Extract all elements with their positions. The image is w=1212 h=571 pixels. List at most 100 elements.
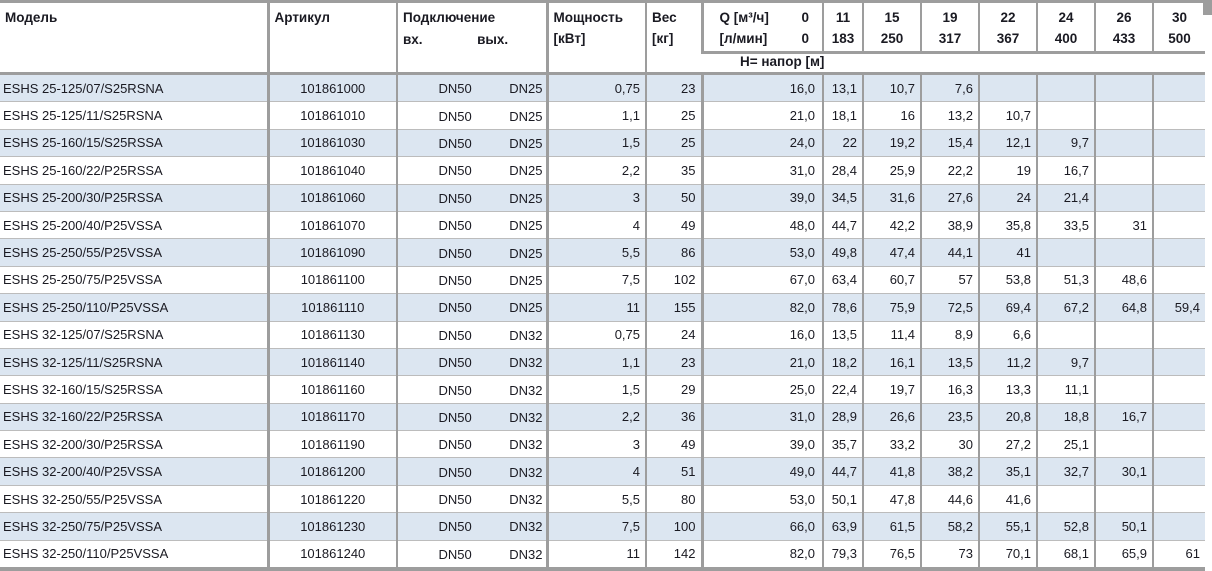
flow-m3h-value: 19 xyxy=(942,10,958,25)
head-value: 16,0 xyxy=(700,321,823,349)
power-cell: 2,2 xyxy=(545,156,646,185)
head-value: 41,8 xyxy=(862,457,921,486)
flow-zero-lmin: 0 xyxy=(801,31,809,46)
head-value: 69,4 xyxy=(978,293,1037,322)
flow-unit-m3h-label: Q [м³/ч] xyxy=(719,10,769,25)
inlet-value: DN50 xyxy=(438,272,472,288)
model-cell: ESHS 32-250/55/P25VSSA xyxy=(0,485,268,514)
column-header-flow-4: 22 367 xyxy=(978,0,1037,54)
head-value: 53,0 xyxy=(700,238,823,267)
head-value: 41 xyxy=(978,238,1037,267)
head-value: 82,0 xyxy=(700,293,823,322)
head-value: 73 xyxy=(920,540,979,571)
power-cell: 4 xyxy=(545,211,646,240)
article-cell: 101861110 xyxy=(266,293,397,322)
head-value: 16,1 xyxy=(862,348,921,377)
flow-lmin-value: 250 xyxy=(880,31,904,46)
head-value: 18,8 xyxy=(1036,403,1095,432)
flow-lmin-value: 433 xyxy=(1112,31,1136,46)
outlet-value: DN32 xyxy=(509,355,543,371)
head-value xyxy=(1036,73,1095,103)
head-value: 35,8 xyxy=(978,211,1037,240)
head-value xyxy=(1094,156,1153,185)
inlet-value: DN50 xyxy=(438,464,472,480)
model-cell: ESHS 32-160/22/P25RSSA xyxy=(0,403,268,432)
head-value xyxy=(1152,348,1205,377)
power-header-line2: [кВт] xyxy=(553,31,586,46)
outlet-value: DN32 xyxy=(509,437,543,453)
head-value: 68,1 xyxy=(1036,540,1095,571)
head-value xyxy=(1152,184,1205,212)
power-cell: 5,5 xyxy=(545,238,646,267)
weight-cell: 36 xyxy=(645,403,702,432)
article-cell: 101861090 xyxy=(266,238,397,267)
power-cell: 7,5 xyxy=(545,512,646,541)
connection-cell: DN50 DN25 xyxy=(396,184,547,212)
head-value xyxy=(1152,73,1205,103)
head-value: 64,8 xyxy=(1094,293,1153,322)
head-value xyxy=(1094,129,1153,158)
head-value: 28,4 xyxy=(822,156,863,185)
outlet-value: DN25 xyxy=(509,245,543,261)
connection-cell: DN50 DN25 xyxy=(396,156,547,185)
head-value: 25,9 xyxy=(862,156,921,185)
head-value: 76,5 xyxy=(862,540,921,571)
connection-cell: DN50 DN32 xyxy=(396,457,547,486)
flow-lmin-value: 400 xyxy=(1054,31,1078,46)
head-value: 9,7 xyxy=(1036,129,1095,158)
head-value: 18,1 xyxy=(822,101,863,130)
outlet-value: DN25 xyxy=(509,81,543,97)
head-value: 38,2 xyxy=(920,457,979,486)
table-row: ESHS 32-250/110/P25VSSA 101861240 DN50 DN32… xyxy=(0,540,1205,571)
head-value: 49,0 xyxy=(700,457,823,486)
column-header-flow-1: 11 183 xyxy=(822,0,863,54)
article-cell: 101861010 xyxy=(266,101,397,130)
head-value: 75,9 xyxy=(862,293,921,322)
head-value xyxy=(1094,485,1153,514)
head-value: 24 xyxy=(978,184,1037,212)
connection-cell: DN50 DN32 xyxy=(396,403,547,432)
model-cell: ESHS 32-250/110/P25VSSA xyxy=(0,540,268,571)
head-value: 70,1 xyxy=(978,540,1037,571)
head-value: 6,6 xyxy=(978,321,1037,349)
column-header-flow-2: 15 250 xyxy=(862,0,921,54)
table-row: ESHS 25-160/22/P25RSSA 101861040 DN50 DN25 2… xyxy=(0,156,1205,185)
table-body: ESHS 25-125/07/S25RSNA 101861000 DN50 DN25 0… xyxy=(0,73,1205,571)
head-value: 18,2 xyxy=(822,348,863,377)
head-value: 19,7 xyxy=(862,375,921,404)
head-row-label: H= напор [м] xyxy=(702,51,1205,75)
column-header-article: Артикул xyxy=(266,0,397,75)
connection-cell: DN50 DN25 xyxy=(396,293,547,322)
article-cell: 101861240 xyxy=(266,540,397,571)
head-value: 78,6 xyxy=(822,293,863,322)
table-row: ESHS 25-250/55/P25VSSA 101861090 DN50 DN25 5… xyxy=(0,238,1205,267)
table-row: ESHS 32-200/40/P25VSSA 101861200 DN50 DN32 4… xyxy=(0,457,1205,486)
weight-cell: 25 xyxy=(645,129,702,158)
outlet-value: DN25 xyxy=(509,163,543,179)
head-value: 82,0 xyxy=(700,540,823,571)
weight-header-line1: Вес xyxy=(652,10,677,25)
head-value xyxy=(1152,321,1205,349)
head-value: 24,0 xyxy=(700,129,823,158)
table-row: ESHS 25-250/75/P25VSSA 101861100 DN50 DN25 7… xyxy=(0,266,1205,295)
head-value: 66,0 xyxy=(700,512,823,541)
flow-m3h-value: 30 xyxy=(1171,10,1188,25)
head-value: 72,5 xyxy=(920,293,979,322)
head-value: 31,0 xyxy=(700,403,823,432)
power-cell: 1,5 xyxy=(545,129,646,158)
head-value: 49,8 xyxy=(822,238,863,267)
flow-m3h-value: 24 xyxy=(1058,10,1074,25)
column-header-power: Мощность [кВт] xyxy=(545,0,646,75)
flow-lmin-value: 500 xyxy=(1168,31,1191,46)
inlet-value: DN50 xyxy=(438,136,472,151)
head-value: 38,9 xyxy=(920,211,979,240)
inlet-value: DN50 xyxy=(438,519,472,535)
power-cell: 7,5 xyxy=(545,266,646,295)
head-value xyxy=(1152,156,1205,185)
head-value: 27,6 xyxy=(920,184,979,212)
head-value: 28,9 xyxy=(822,403,863,432)
power-cell: 11 xyxy=(545,293,646,322)
model-cell: ESHS 32-200/40/P25VSSA xyxy=(0,457,268,486)
power-cell: 11 xyxy=(545,540,646,571)
column-header-flow-6: 26 433 xyxy=(1094,0,1153,54)
